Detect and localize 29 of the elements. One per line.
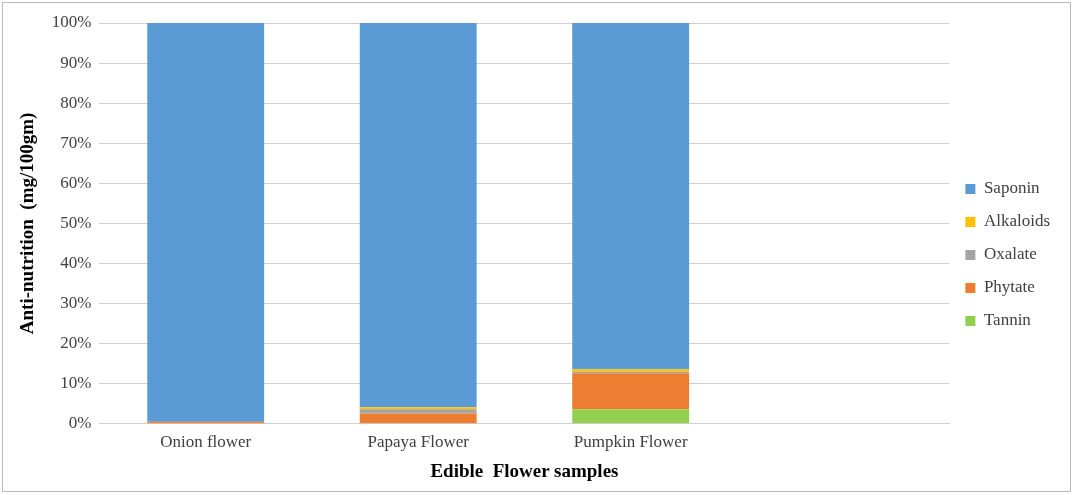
bar	[359, 413, 477, 424]
bar	[359, 409, 477, 414]
x-tick-label: Pumpkin Flower	[573, 432, 688, 452]
y-tick-label: 0%	[68, 413, 92, 433]
x-axis-title: Edible Flower samples	[430, 459, 619, 481]
y-tick-label: 10%	[60, 373, 92, 393]
x-tick-label: Onion flower	[160, 432, 252, 452]
y-tick-label: 50%	[60, 212, 92, 232]
legend-label: Phytate	[983, 277, 1035, 297]
y-tick-label: 90%	[60, 52, 92, 72]
bar	[572, 409, 690, 424]
x-tick-label: Papaya Flower	[367, 432, 470, 452]
legend-label: Alkaloids	[983, 211, 1050, 231]
bar	[359, 407, 477, 410]
y-tick-label: 40%	[60, 252, 92, 272]
legend-label: Saponin	[983, 178, 1041, 198]
bar	[359, 23, 477, 408]
legend-label: Oxalate	[983, 244, 1037, 264]
y-axis-title: Anti-nutrition (mg/100gm)	[16, 112, 39, 335]
y-tick-label: 80%	[60, 92, 92, 112]
bar	[572, 373, 690, 410]
y-tick-label: 20%	[60, 333, 92, 353]
legend-label: Tannin	[983, 310, 1032, 330]
y-tick-label: 70%	[60, 132, 92, 152]
bar	[147, 23, 265, 422]
y-tick-label: 100%	[51, 12, 92, 32]
y-tick-label: 30%	[60, 293, 92, 313]
y-tick-label: 60%	[60, 172, 92, 192]
bar	[572, 23, 690, 370]
